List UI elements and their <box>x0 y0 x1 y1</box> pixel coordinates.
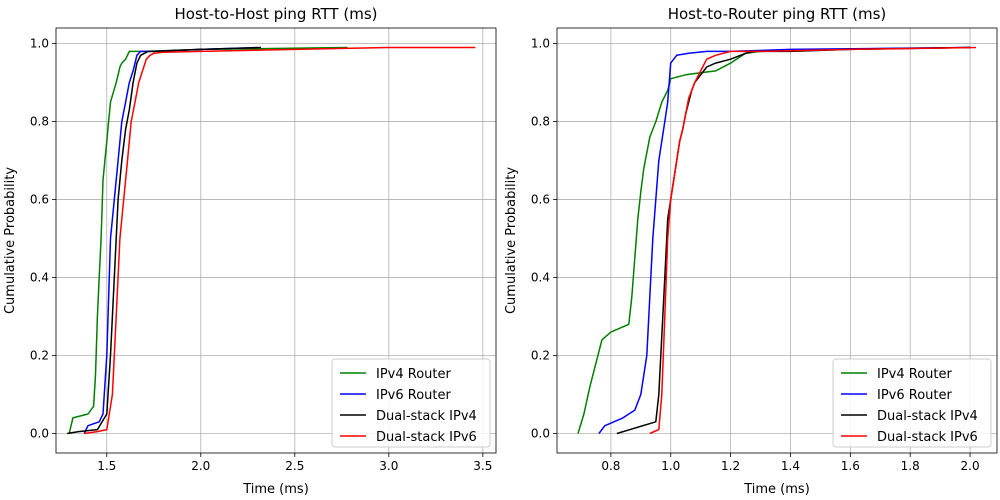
series-group <box>577 46 977 435</box>
series-line-ipv4-router <box>577 46 971 434</box>
x-axis-label: Time (ms) <box>743 482 810 497</box>
y-axis-label: Cumulative Probability <box>3 167 18 314</box>
y-tick-label: 0.0 <box>531 427 550 441</box>
y-tick-label: 0.8 <box>531 115 550 129</box>
x-tick-label: 1.8 <box>901 459 920 473</box>
x-tick-label: 1.2 <box>721 459 740 473</box>
x-axis-label: Time (ms) <box>242 482 309 497</box>
host-to-router-chart: 0.8 1.0 1.2 1.4 1.6 1.8 2.0 0.0 0.2 0.4 0.6 0.8 1.0 H… <box>504 5 998 497</box>
series-line-ipv6-router <box>598 46 971 434</box>
x-tick-label: 3.0 <box>379 459 398 473</box>
legend-label: Dual-stack IPv6 <box>877 430 978 445</box>
x-tick-label: 2.5 <box>285 459 304 473</box>
x-tick-label: 1.5 <box>97 459 116 473</box>
series-line-dual-stack-ipv4 <box>67 46 262 435</box>
legend-label: Dual-stack IPv4 <box>877 409 978 424</box>
legend-label: IPv6 Router <box>877 388 953 403</box>
x-tick-label: 0.8 <box>601 459 620 473</box>
y-tick-label: 0.0 <box>30 427 49 441</box>
host-to-host-chart: 1.5 2.0 2.5 3.0 3.5 0.0 0.2 0.4 0.6 0.8 1.0 Host-to… <box>3 5 497 497</box>
legend-label: IPv4 Router <box>376 367 452 382</box>
legend-box <box>331 358 491 448</box>
y-tick-label: 1.0 <box>30 37 49 51</box>
y-tick-label: 0.4 <box>30 271 49 285</box>
y-tick-label: 0.2 <box>30 349 49 363</box>
legend-label: Dual-stack IPv6 <box>376 430 477 445</box>
x-tick-label: 3.5 <box>473 459 492 473</box>
legend-label: Dual-stack IPv4 <box>376 409 477 424</box>
y-tick-label: 0.8 <box>30 115 49 129</box>
plot-frame <box>556 27 998 454</box>
series-line-dual-stack-ipv6 <box>84 46 476 435</box>
x-tick-label: 1.0 <box>661 459 680 473</box>
y-tick-label: 0.2 <box>531 349 550 363</box>
legend: IPv4 Router IPv6 Router Dual-stack IPv4 Dua… <box>331 358 491 448</box>
x-tick-label: 2.0 <box>961 459 980 473</box>
series-line-ipv6-router <box>83 46 258 434</box>
y-tick-label: 1.0 <box>531 37 550 51</box>
legend: IPv4 Router IPv6 Router Dual-stack IPv4 Dua… <box>832 358 992 448</box>
series-line-ipv4-router <box>68 46 348 434</box>
y-tick-label: 0.6 <box>30 193 49 207</box>
y-tick-label: 0.4 <box>531 271 550 285</box>
series-line-dual-stack-ipv6 <box>649 46 977 435</box>
x-tick-label: 1.4 <box>781 459 800 473</box>
plot-frame <box>55 27 497 454</box>
chart-title: Host-to-Host ping RTT (ms) <box>174 5 377 23</box>
y-tick-label: 0.6 <box>531 193 550 207</box>
y-axis-label: Cumulative Probability <box>504 167 519 314</box>
legend-label: IPv4 Router <box>877 367 953 382</box>
series-group <box>67 46 476 435</box>
chart-title: Host-to-Router ping RTT (ms) <box>668 5 887 23</box>
legend-label: IPv6 Router <box>376 388 452 403</box>
x-tick-label: 1.6 <box>841 459 860 473</box>
legend-box <box>832 358 992 448</box>
x-tick-label: 2.0 <box>191 459 210 473</box>
